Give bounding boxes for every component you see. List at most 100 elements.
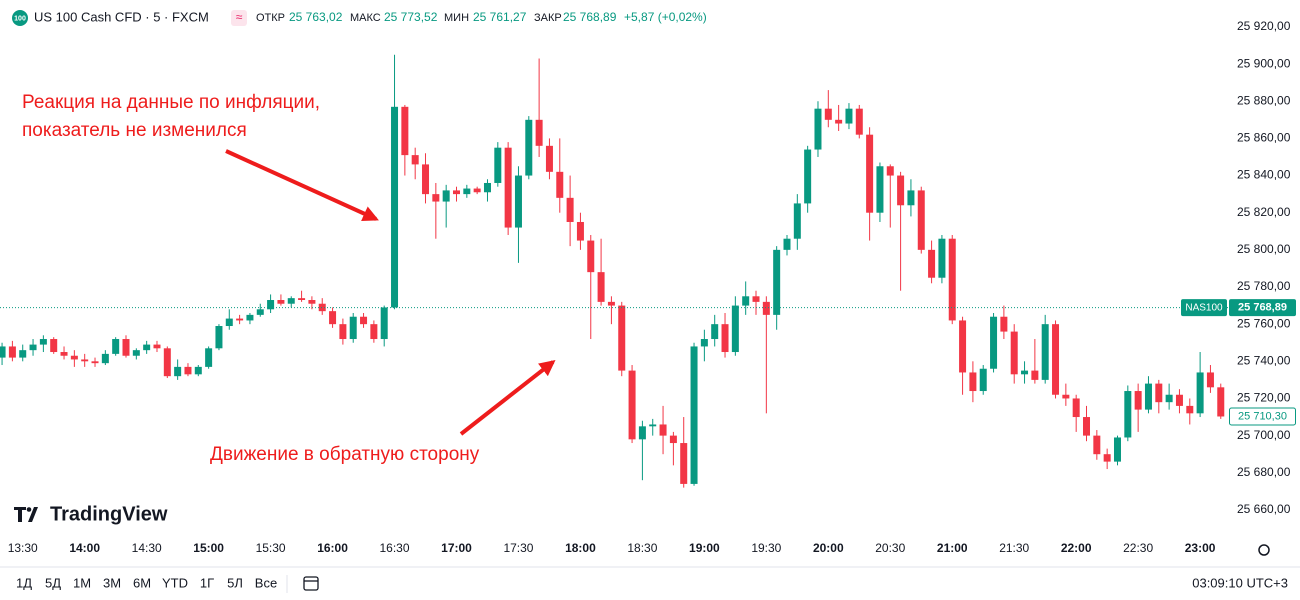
y-tick-label: 25 780,00	[1237, 279, 1291, 293]
y-tick-label: 25 840,00	[1237, 168, 1291, 182]
candle-body	[680, 443, 688, 484]
price-tag-label: 25 768,89	[1238, 302, 1287, 314]
candle-body	[1175, 394, 1183, 406]
range-button[interactable]: 5Л	[227, 575, 243, 590]
candle-body	[897, 175, 905, 206]
range-button[interactable]: YTD	[162, 575, 188, 590]
candle-body	[1072, 398, 1080, 418]
candle-body	[1134, 391, 1142, 410]
settings-icon[interactable]	[1258, 544, 1270, 556]
x-tick-label: 14:30	[132, 541, 162, 555]
candle-body	[308, 300, 316, 304]
candle-body	[277, 300, 285, 304]
high-value: 25 773,52	[384, 10, 438, 24]
annotation: Движение в обратную сторону	[210, 444, 480, 465]
x-tick-label: 14:00	[69, 541, 100, 555]
indicator-icon[interactable]	[231, 10, 247, 26]
clock: 03:09:10 UTC+3	[1192, 575, 1288, 590]
candle-body	[8, 346, 16, 358]
candle-body	[959, 320, 967, 373]
candle-body	[731, 305, 739, 353]
candle-body	[1052, 324, 1060, 395]
range-button[interactable]: 1М	[73, 575, 91, 590]
candle-body	[1165, 394, 1173, 403]
candle-body	[876, 166, 884, 213]
symbol-tag-label: NAS100	[1185, 302, 1223, 313]
x-tick-label: 17:30	[503, 541, 533, 555]
candle-body	[91, 361, 99, 364]
x-tick-label: 16:00	[317, 541, 348, 555]
y-tick-label: 25 700,00	[1237, 428, 1291, 442]
candle-body	[979, 368, 987, 392]
calendar-icon[interactable]	[303, 576, 319, 591]
candle-body	[659, 424, 667, 436]
candle-body	[742, 296, 750, 306]
candle-body	[855, 108, 863, 135]
candle-body	[318, 303, 326, 312]
candle-body	[19, 350, 27, 358]
candle-body	[866, 134, 874, 213]
indicator-icon-glyph: ≈	[236, 10, 243, 24]
range-button[interactable]: 1Г	[200, 575, 214, 590]
candle-body	[948, 238, 956, 321]
open-value: 25 763,02	[289, 10, 343, 24]
candle-body	[1124, 391, 1132, 438]
candle-body	[60, 352, 68, 356]
candle-body	[1000, 316, 1008, 332]
range-button[interactable]: 3М	[103, 575, 121, 590]
annotation: Реакция на данные по инфляции,	[22, 92, 320, 113]
candle-body	[122, 339, 130, 356]
candle-body	[1206, 372, 1214, 388]
symbol[interactable]: US 100 Cash CFD · 5 · FXCM	[34, 9, 209, 24]
candle-body	[928, 249, 936, 278]
candle-body	[422, 164, 430, 195]
candle-body	[628, 370, 636, 440]
y-tick-label: 25 740,00	[1237, 353, 1291, 367]
candle-body	[329, 311, 337, 325]
y-tick-label: 25 720,00	[1237, 391, 1291, 405]
candle-body	[225, 318, 233, 327]
candle-body	[587, 240, 595, 273]
candle-body	[1113, 437, 1121, 462]
candle-body	[721, 324, 729, 353]
candle-body	[711, 324, 719, 340]
candle-body	[1021, 370, 1029, 375]
annotation-arrow	[225, 149, 379, 222]
candle-body	[483, 182, 491, 193]
candle-body	[287, 298, 295, 304]
candle-body	[494, 147, 502, 183]
range-button[interactable]: 6М	[133, 575, 151, 590]
symbol-badge	[12, 10, 28, 26]
y-tick-label: 25 880,00	[1237, 93, 1291, 107]
x-tick-label: 20:30	[875, 541, 905, 555]
x-tick-label: 13:30	[8, 541, 38, 555]
candle-body	[1144, 383, 1152, 410]
range-button[interactable]: 5Д	[45, 575, 61, 590]
candle-body	[50, 339, 58, 353]
range-button[interactable]: 1Д	[16, 575, 32, 590]
candle-body	[380, 307, 388, 340]
candle-body	[1041, 324, 1049, 380]
x-tick-label: 20:00	[813, 541, 844, 555]
y-tick-label: 25 900,00	[1237, 56, 1291, 70]
candle-body	[401, 106, 409, 156]
candle-body	[1093, 435, 1101, 455]
x-tick-label: 18:00	[565, 541, 596, 555]
candle-body	[556, 171, 564, 198]
logo	[14, 507, 38, 522]
candle-body	[504, 147, 512, 228]
candle-body	[576, 221, 584, 241]
high-label: МАКС	[350, 12, 381, 24]
price-tag-label: 25 710,30	[1238, 410, 1287, 422]
y-tick-label: 25 760,00	[1237, 316, 1291, 330]
candle-body	[907, 190, 915, 206]
candle-body	[597, 272, 605, 302]
range-button[interactable]: Все	[255, 575, 277, 590]
open-label: ОТКР	[256, 12, 285, 24]
x-tick-label: 15:30	[256, 541, 286, 555]
candle-body	[298, 298, 306, 301]
candle-body	[473, 188, 481, 193]
symbol-tag	[1181, 299, 1227, 317]
candle-body	[607, 301, 615, 306]
candle-body	[649, 424, 657, 427]
